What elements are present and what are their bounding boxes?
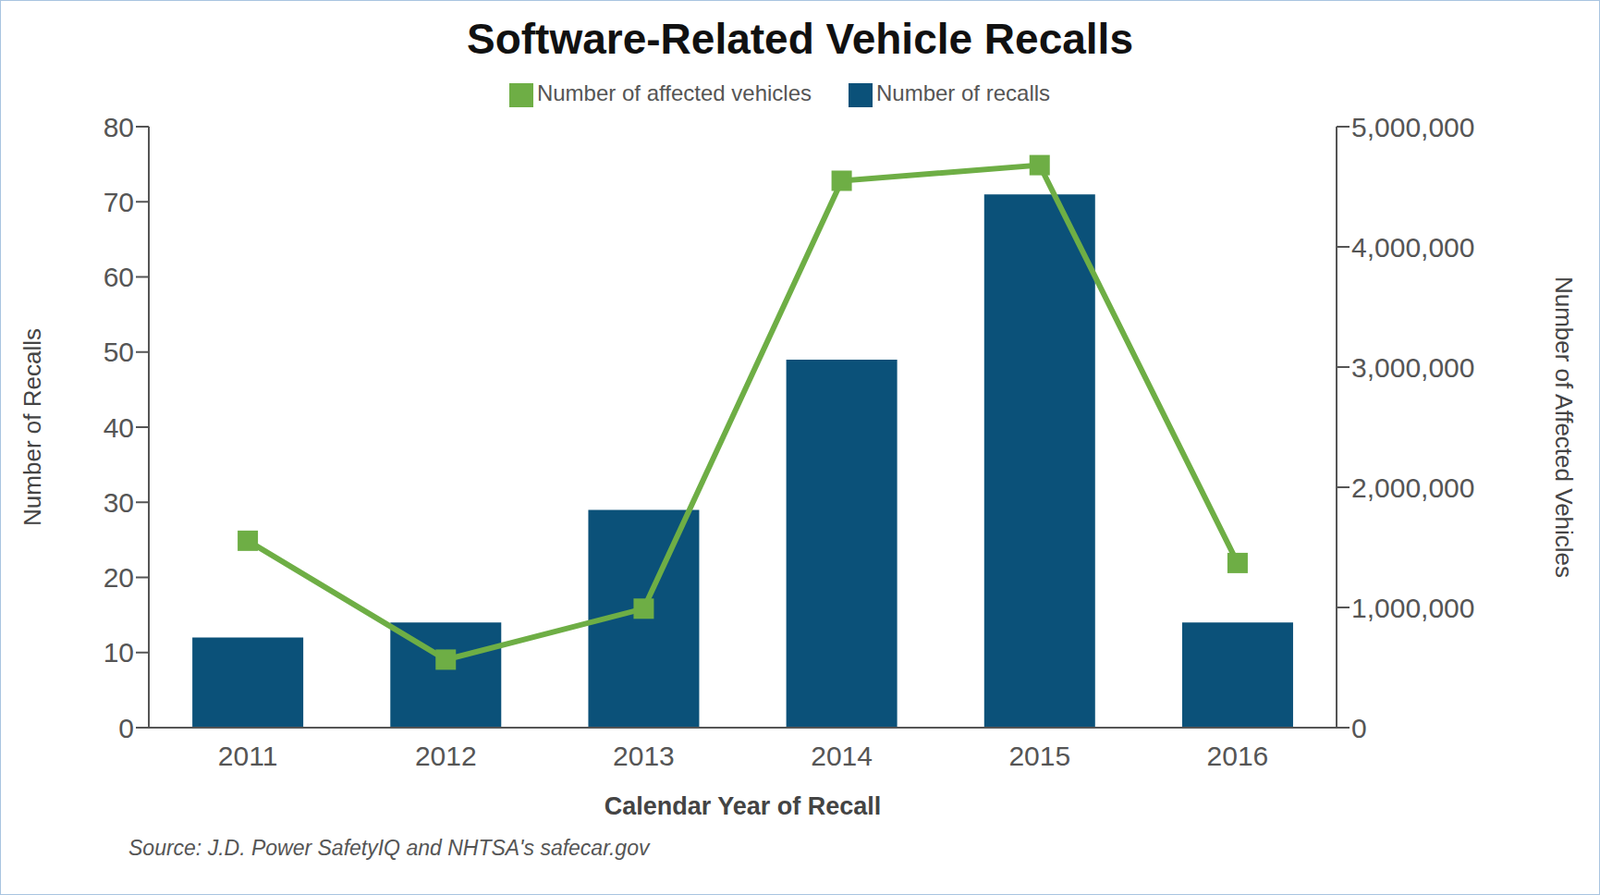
svg-text:60: 60 <box>103 261 135 293</box>
svg-text:2016: 2016 <box>1207 740 1270 771</box>
svg-text:2,000,000: 2,000,000 <box>1351 472 1475 503</box>
svg-text:5,000,000: 5,000,000 <box>1351 111 1475 143</box>
svg-text:10: 10 <box>103 636 135 668</box>
svg-text:80: 80 <box>103 111 135 143</box>
svg-text:20: 20 <box>103 561 135 593</box>
html-text:Number of recalls: Number of recalls <box>876 80 1051 106</box>
svg-text:2012: 2012 <box>415 740 477 771</box>
svg-text:2011: 2011 <box>218 740 279 771</box>
svg-text:Number of Recalls: Number of Recalls <box>18 328 47 526</box>
svg-text:50: 50 <box>103 336 135 367</box>
svg-text:30: 30 <box>103 487 135 518</box>
html-text:Software-Related Vehicle Recal: Software-Related Vehicle Recalls <box>466 14 1134 63</box>
svg-text:40: 40 <box>103 412 135 443</box>
html-text:Number of affected vehicles: Number of affected vehicles <box>536 80 812 106</box>
svg-text:2014: 2014 <box>810 740 873 771</box>
svg-text:70: 70 <box>103 186 135 218</box>
svg-text:0: 0 <box>1351 712 1368 744</box>
svg-text:Number of Affected Vehicles: Number of Affected Vehicles <box>1550 276 1578 578</box>
svg-text:0: 0 <box>118 712 135 744</box>
svg-text:4,000,000: 4,000,000 <box>1351 232 1475 263</box>
svg-text:Calendar Year of Recall: Calendar Year of Recall <box>604 792 882 820</box>
svg-text:3,000,000: 3,000,000 <box>1351 352 1475 383</box>
svg-text:2013: 2013 <box>612 740 675 771</box>
html-text:Source: J.D. Power SafetyIQ an: Source: J.D. Power SafetyIQ and NHTSA's … <box>128 835 650 860</box>
svg-text:1,000,000: 1,000,000 <box>1351 592 1475 623</box>
svg-text:2015: 2015 <box>1008 740 1071 771</box>
